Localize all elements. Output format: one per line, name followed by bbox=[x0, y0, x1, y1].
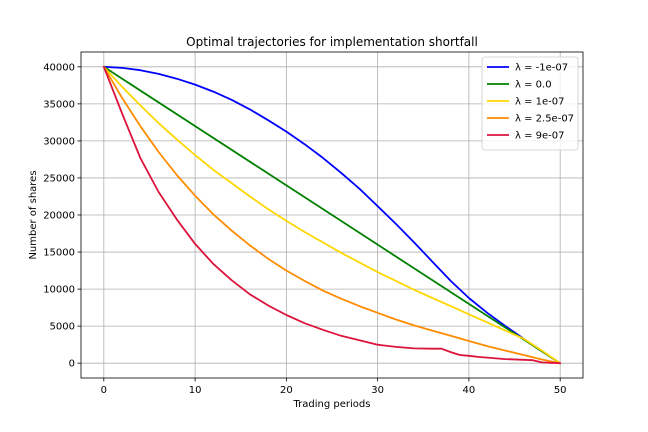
legend-entry: λ = 1e-07 bbox=[515, 97, 565, 108]
y-tick-label: 0 bbox=[69, 359, 75, 370]
y-axis: 0 5000 10000 15000 20000 25000 30000 35000 40000 bbox=[43, 62, 81, 370]
series-line-5 bbox=[102, 65, 562, 365]
series-line-4 bbox=[102, 65, 562, 365]
series-line-3 bbox=[102, 65, 562, 365]
x-tick-label: 10 bbox=[189, 385, 202, 396]
y-tick-label: 35000 bbox=[43, 99, 75, 110]
y-tick-label: 25000 bbox=[43, 173, 75, 184]
series-layer bbox=[102, 65, 562, 365]
y-axis-label: Number of shares bbox=[28, 170, 39, 259]
legend-entry: λ = 2.5e-07 bbox=[515, 114, 574, 125]
y-tick-label: 5000 bbox=[50, 322, 75, 333]
y-tick-label: 10000 bbox=[43, 285, 75, 296]
legend-box bbox=[481, 56, 579, 151]
x-axis-label: Trading periods bbox=[293, 399, 371, 410]
x-tick-label: 50 bbox=[554, 385, 567, 396]
y-tick-label: 30000 bbox=[43, 136, 75, 147]
legend: λ = -1e-07 λ = 0.0 λ = 1e-07 λ = 2.5e-07 λ =… bbox=[481, 56, 579, 151]
y-tick-label: 15000 bbox=[43, 248, 75, 259]
x-tick-label: 20 bbox=[280, 385, 293, 396]
chart-title: Optimal trajectories for implementation … bbox=[186, 35, 478, 49]
x-tick-label: 0 bbox=[101, 385, 107, 396]
x-tick-label: 30 bbox=[371, 385, 384, 396]
y-tick-label: 40000 bbox=[43, 62, 75, 73]
series-line-2 bbox=[102, 65, 562, 365]
legend-entry: λ = -1e-07 bbox=[515, 63, 568, 74]
series-line-1 bbox=[102, 65, 562, 365]
x-axis: 0 10 20 30 40 50 bbox=[101, 378, 567, 396]
y-tick-label: 20000 bbox=[43, 211, 75, 222]
legend-entry: λ = 9e-07 bbox=[515, 131, 565, 142]
x-tick-label: 40 bbox=[463, 385, 476, 396]
legend-entry: λ = 0.0 bbox=[515, 80, 552, 91]
